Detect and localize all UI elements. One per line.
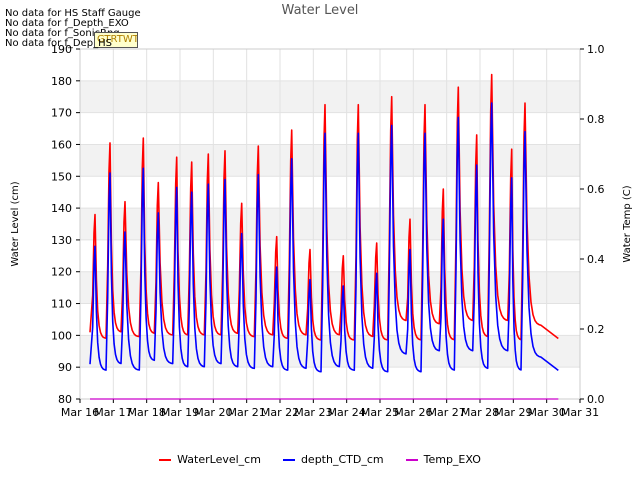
series-waterlevel-line: [89, 73, 559, 341]
y-tick-label: 90: [58, 361, 72, 374]
x-tick-label: Mar 26: [394, 406, 432, 419]
y-tick-label: 160: [51, 138, 72, 151]
y-tick-label: 140: [51, 202, 72, 215]
x-tick-label: Mar 17: [94, 406, 132, 419]
x-tick-label: Mar 18: [128, 406, 166, 419]
y-tick-label: 100: [51, 329, 72, 342]
chart-title: Water Level: [281, 3, 359, 18]
x-tick-label: Mar 24: [328, 406, 366, 419]
y2-tick-label: 1.0: [587, 43, 605, 56]
x-tick-label: Mar 16: [61, 406, 99, 419]
y-tick-label: 170: [51, 107, 72, 120]
x-tick-label: Mar 28: [461, 406, 499, 419]
x-tick-label: Mar 20: [194, 406, 232, 419]
y-tick-label: 120: [51, 266, 72, 279]
y2-tick-label: 0.6: [587, 183, 605, 196]
y2-tick-label: 0.8: [587, 113, 605, 126]
series-depth-ctd-line: [89, 102, 559, 373]
legend-label-waterlevel: WaterLevel_cm: [177, 453, 261, 466]
legend: WaterLevel_cm depth_CTD_cm Temp_EXO: [0, 453, 640, 466]
x-tick-label: Mar 22: [261, 406, 299, 419]
x-tick-label: Mar 30: [528, 406, 566, 419]
no-data-note-3: No data for f_SonicRng: [5, 28, 120, 39]
legend-item-depth-ctd[interactable]: depth_CTD_cm: [282, 453, 384, 466]
x-tick-label: Mar 21: [228, 406, 266, 419]
legend-label-depth-ctd: depth_CTD_cm: [300, 453, 384, 466]
legend-item-waterlevel[interactable]: WaterLevel_cm: [159, 453, 261, 466]
x-tick-label: Mar 27: [428, 406, 466, 419]
grid-band: [80, 80, 580, 113]
y-tick-label: 180: [51, 75, 72, 88]
y2-tick-label: 0.4: [587, 253, 605, 266]
legend-swatch-temp-exo: [405, 458, 418, 461]
x-tick-label: Mar 31: [561, 406, 599, 419]
legend-label-temp-exo: Temp_EXO: [423, 453, 481, 466]
legend-swatch-waterlevel: [159, 458, 172, 461]
x-tick-label: Mar 23: [294, 406, 332, 419]
no-data-note-1: No data for HS Staff Gauge: [5, 8, 141, 19]
y2-tick-label: 0.2: [587, 323, 605, 336]
legend-swatch-depth-ctd: [282, 458, 295, 461]
grid-band: [80, 144, 580, 177]
x-tick-label: Mar 29: [494, 406, 532, 419]
y2-tick-label: 0.0: [587, 393, 605, 406]
y2-axis-title: Water Temp (C): [622, 185, 633, 262]
y-tick-label: 130: [51, 234, 72, 247]
grid-band: [80, 208, 580, 240]
x-tick-label: Mar 25: [361, 406, 399, 419]
x-tick-label: Mar 19: [161, 406, 199, 419]
y-tick-label: 110: [51, 298, 72, 311]
legend-item-temp-exo[interactable]: Temp_EXO: [405, 453, 481, 466]
y-tick-label: 150: [51, 170, 72, 183]
y-tick-label: 80: [58, 393, 72, 406]
no-data-note-4: No data for f_Dep_HS: [5, 38, 112, 49]
station-tooltip: GTRTWT: [94, 32, 138, 48]
y-axis-title: Water Level (cm): [10, 181, 21, 266]
no-data-note-2: No data for f_Depth_EXO: [5, 18, 129, 29]
y-tick-label: 190: [51, 43, 72, 56]
